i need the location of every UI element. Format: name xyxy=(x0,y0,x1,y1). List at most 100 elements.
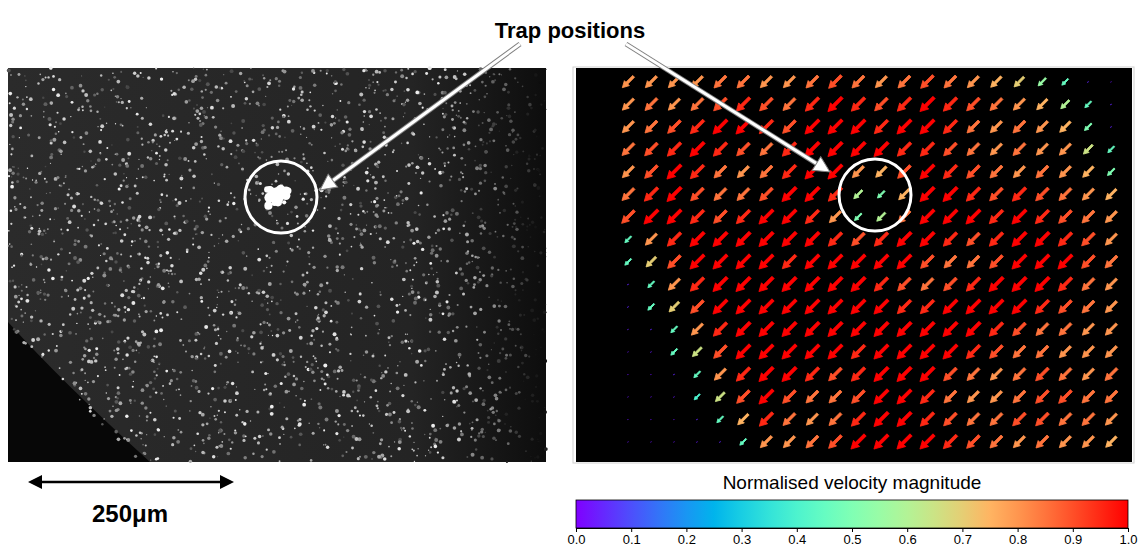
speck xyxy=(26,286,28,288)
speck xyxy=(343,436,344,437)
speck xyxy=(172,116,176,120)
speck xyxy=(79,84,83,88)
speck xyxy=(11,181,14,184)
speck xyxy=(506,115,507,116)
speck xyxy=(322,308,325,311)
speck xyxy=(455,389,458,392)
speck xyxy=(390,455,392,457)
speck xyxy=(211,173,213,175)
speck xyxy=(150,276,152,278)
speck xyxy=(460,189,462,191)
speck xyxy=(130,255,132,257)
speck xyxy=(233,196,235,198)
speck xyxy=(236,386,237,387)
speck xyxy=(71,280,73,282)
speck xyxy=(482,399,485,402)
speck xyxy=(353,236,355,238)
speck xyxy=(44,282,46,284)
speck xyxy=(520,217,521,218)
speck xyxy=(228,266,232,270)
speck xyxy=(330,388,333,391)
speck xyxy=(168,282,170,284)
speck xyxy=(317,209,319,211)
speck xyxy=(136,131,139,134)
speck xyxy=(52,75,55,78)
speck xyxy=(131,245,133,247)
speck xyxy=(408,347,410,349)
speck xyxy=(430,446,432,448)
speck xyxy=(92,414,95,417)
speck xyxy=(511,236,514,239)
speck xyxy=(11,172,14,175)
speck xyxy=(168,270,170,272)
speck xyxy=(225,82,228,85)
speck xyxy=(478,190,480,192)
speck xyxy=(300,126,301,127)
speck xyxy=(73,243,76,246)
speck xyxy=(306,281,309,284)
speck xyxy=(448,227,451,230)
speck xyxy=(89,105,92,108)
speck xyxy=(154,133,157,136)
speck xyxy=(167,159,169,161)
speck xyxy=(536,384,537,385)
speck xyxy=(252,90,255,93)
speck xyxy=(360,267,363,270)
speck xyxy=(357,386,360,389)
speck xyxy=(157,246,159,248)
speck xyxy=(245,410,248,413)
speck xyxy=(261,341,262,342)
speck xyxy=(19,114,22,117)
speck xyxy=(270,405,274,409)
speck xyxy=(439,247,442,250)
speck xyxy=(466,117,468,119)
speck xyxy=(75,333,76,334)
speck xyxy=(92,291,94,293)
speck xyxy=(243,422,246,425)
speck xyxy=(140,97,143,100)
speck xyxy=(166,251,170,255)
speck xyxy=(350,360,351,361)
speck xyxy=(246,255,248,257)
speck xyxy=(490,457,493,460)
speck xyxy=(120,253,122,255)
speck xyxy=(504,337,507,340)
speck xyxy=(520,333,522,335)
speck xyxy=(352,391,354,393)
speck xyxy=(214,125,217,128)
speck xyxy=(455,271,458,274)
speck xyxy=(47,228,49,230)
speck xyxy=(495,231,497,233)
speck xyxy=(372,176,375,179)
speck xyxy=(60,248,63,251)
speck xyxy=(14,206,16,208)
speck xyxy=(85,339,88,342)
speck xyxy=(223,74,224,75)
speck xyxy=(109,256,113,260)
speck xyxy=(319,283,323,287)
speck xyxy=(446,147,448,149)
speck xyxy=(408,293,411,296)
speck xyxy=(429,136,430,137)
speck xyxy=(451,105,454,108)
speck xyxy=(60,278,63,281)
speck xyxy=(79,136,82,139)
speck xyxy=(127,157,129,159)
speck xyxy=(445,75,449,79)
speck xyxy=(390,88,393,91)
speck xyxy=(126,438,130,442)
speck xyxy=(63,182,65,184)
speck xyxy=(464,164,466,166)
speck xyxy=(240,344,242,346)
speck xyxy=(58,207,59,208)
speck xyxy=(422,273,425,276)
speck xyxy=(194,160,197,163)
speck xyxy=(464,221,466,223)
speck xyxy=(486,142,488,144)
speck xyxy=(339,396,340,397)
speck xyxy=(377,161,380,164)
speck xyxy=(330,123,334,127)
speck xyxy=(131,290,134,293)
speck xyxy=(219,220,222,223)
speck xyxy=(94,198,96,200)
